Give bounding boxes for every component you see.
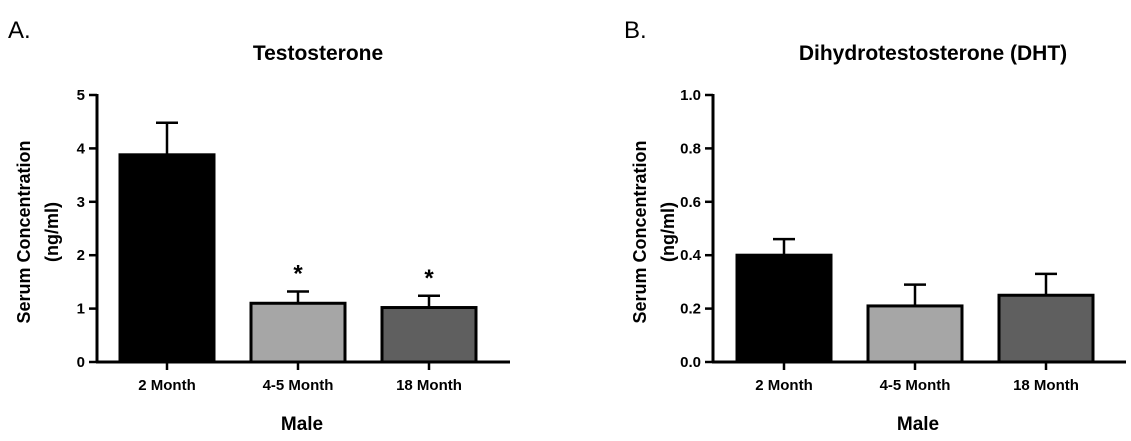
chart-title: Testosterone (253, 42, 383, 65)
panel-b: B. Dihydrotestosterone (DHT) Serum Conce… (624, 17, 1126, 435)
y-axis-unit: (ng/ml) (658, 202, 678, 262)
y-tick-label: 1 (77, 301, 85, 318)
x-tick-label: 18 Month (1013, 377, 1079, 394)
plot-area: 0.0 0.2 0.4 0.6 0.8 1.0 2 Month 4-5 Month 18 Mon… (680, 87, 1126, 394)
y-tick-label: 2 (77, 247, 85, 264)
y-axis-unit: (ng/ml) (42, 202, 62, 262)
y-axis-label: Serum Concentration (14, 140, 34, 323)
x-tick-label: 2 Month (138, 377, 196, 394)
y-tick-label: 0.2 (680, 301, 701, 318)
x-axis-label: Male (897, 414, 939, 435)
bar (118, 153, 216, 364)
bar (997, 293, 1095, 364)
chart-title: Dihydrotestosterone (DHT) (799, 42, 1067, 65)
y-tick-label: 0.0 (680, 354, 701, 371)
y-axis-label: Serum Concentration (630, 140, 650, 323)
x-tick-label: 18 Month (396, 377, 462, 394)
panel-a: A. Testosterone Serum Concentration (ng/… (8, 17, 510, 435)
y-tick-label: 5 (77, 87, 85, 104)
panel-label: A. (8, 17, 31, 44)
y-tick-label: 0 (77, 354, 85, 371)
x-axis-label: Male (281, 414, 323, 435)
x-tick-label: 4-5 Month (263, 377, 334, 394)
y-tick-label: 0.4 (680, 247, 702, 264)
x-tick-label: 2 Month (755, 377, 813, 394)
x-tick-label: 4-5 Month (880, 377, 951, 394)
y-tick-label: 0.6 (680, 194, 701, 211)
plot-area: 0 1 2 3 4 5 2 Month 4-5 Month * 18 Month * (77, 87, 510, 394)
y-tick-label: 0.8 (680, 140, 701, 157)
significance-marker: * (293, 261, 303, 288)
y-tick-label: 1.0 (680, 87, 701, 104)
bar (249, 301, 347, 364)
bar (380, 306, 478, 364)
bar (866, 304, 964, 364)
significance-marker: * (424, 265, 434, 292)
y-tick-label: 3 (77, 194, 85, 211)
panel-label: B. (624, 17, 647, 44)
y-tick-label: 4 (77, 140, 86, 157)
bar (735, 253, 833, 364)
